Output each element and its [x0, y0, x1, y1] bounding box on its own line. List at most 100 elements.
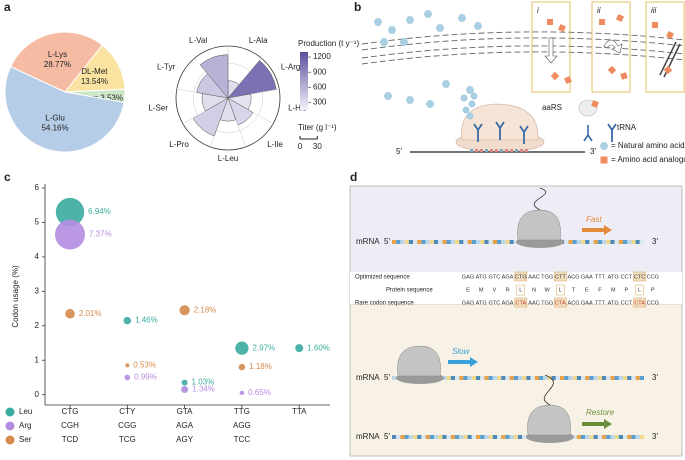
amino-acid-analogue — [651, 21, 659, 29]
legend-marker — [5, 421, 15, 431]
bubble — [181, 379, 188, 386]
codon: GAG — [462, 274, 474, 280]
trna — [495, 121, 505, 140]
codon: ATG — [608, 300, 619, 306]
mrna-segment — [501, 376, 506, 380]
mrna-segment — [572, 240, 577, 244]
codon: AGA — [502, 274, 514, 280]
codon: CTA — [515, 300, 526, 306]
codon: ACG — [568, 300, 580, 306]
mrna-segment — [585, 435, 590, 439]
codon: CTC — [634, 274, 646, 280]
mrna-segment — [408, 435, 413, 439]
mrna-segment — [610, 435, 615, 439]
mrna-segment — [438, 240, 443, 244]
mrna-segment — [421, 240, 426, 244]
x-tick-label: AGG — [233, 421, 251, 430]
mrna-segment — [627, 376, 632, 380]
codon: ATG — [476, 300, 487, 306]
mrna-segment — [505, 376, 510, 380]
x-tick-label: GTA — [177, 407, 194, 416]
mrna-segment — [467, 376, 472, 380]
mrna-segment — [576, 376, 581, 380]
mrna-segment — [484, 240, 489, 244]
residue: V — [493, 287, 497, 293]
mrna-segment — [480, 149, 483, 152]
trna — [583, 125, 593, 142]
mrna-segment — [639, 240, 644, 244]
codon: AAC — [528, 274, 540, 280]
mrna-segment — [631, 240, 636, 244]
peptide — [533, 187, 547, 211]
polar-label: L-His — [288, 104, 307, 113]
mrna-segment — [442, 435, 447, 439]
sequence-label: Optimized sequence — [355, 275, 410, 281]
legend-label: Arg — [19, 421, 31, 430]
bubble — [181, 385, 189, 394]
mrna-segment — [572, 376, 577, 380]
sequence-label: Protein sequence — [386, 288, 433, 294]
natural-amino-acid — [405, 16, 415, 24]
pie-value: 28.77% — [44, 60, 71, 69]
mrna-label: mRNA — [356, 237, 380, 246]
mrna-segment — [446, 435, 451, 439]
mrna-segment — [581, 376, 586, 380]
mrna-segment — [513, 240, 518, 244]
y-tick-label: 4 — [35, 252, 40, 261]
mrna-segment — [463, 240, 468, 244]
bubble — [65, 308, 75, 319]
codon-highlight — [633, 297, 646, 308]
five-prime: 5′ — [384, 373, 390, 382]
codon: GAA — [581, 300, 593, 306]
panel-label: b — [354, 0, 361, 14]
x-tick-label: AGA — [176, 421, 194, 430]
codon: CTA — [634, 300, 645, 306]
mrna-segment — [500, 149, 503, 152]
mrna-segment — [520, 149, 523, 152]
natural-amino-acid — [466, 112, 474, 120]
mrna-label: mRNA — [356, 432, 380, 441]
legend-marker — [5, 407, 15, 417]
panel-label: a — [4, 0, 11, 14]
mrna-segment — [417, 435, 422, 439]
mrna-segment — [425, 435, 430, 439]
amino-acid-analogue — [591, 100, 599, 108]
amino-acid-analogue — [620, 72, 628, 80]
polar-bar — [199, 54, 229, 99]
mrna-segment — [560, 376, 565, 380]
amino-acid-analogue — [558, 24, 566, 32]
mrna-segment — [475, 149, 478, 152]
scalebar-tick-label: 0 — [298, 142, 303, 151]
amino-acid-analogue — [598, 18, 606, 26]
mrna-segment — [606, 435, 611, 439]
mrna-segment — [492, 435, 497, 439]
bubble — [124, 374, 131, 381]
bubble-label: 0.99% — [134, 373, 157, 382]
colorbar-tick-label: 600 — [313, 82, 327, 91]
x-tick-label: TCG — [119, 435, 136, 444]
mrna-segment — [518, 376, 523, 380]
mrna-segment — [459, 240, 464, 244]
mrna-segment — [543, 376, 548, 380]
amino-acid-analogue — [547, 19, 553, 25]
mrna-segment — [480, 435, 485, 439]
natural-amino-acid — [441, 80, 451, 88]
arrow — [582, 419, 612, 429]
mrna-segment — [497, 240, 502, 244]
codon: TTT — [595, 274, 606, 280]
x-tick-label: TTA — [292, 407, 307, 416]
mrna-segment — [627, 435, 632, 439]
three-prime: 3′ — [652, 237, 658, 246]
mrna-label: mRNA — [356, 373, 380, 382]
mrna-segment — [413, 435, 418, 439]
pie-value: 54.16% — [41, 124, 68, 133]
codon: CTT — [555, 274, 566, 280]
mrna-segment — [576, 435, 581, 439]
mrna-segment — [455, 435, 460, 439]
mrna-segment — [589, 240, 594, 244]
polar-label: L-Arg — [281, 63, 301, 72]
membrane — [361, 31, 685, 45]
mrna-segment — [547, 376, 552, 380]
legend-marker — [5, 435, 15, 445]
mrna-segment — [396, 240, 401, 244]
